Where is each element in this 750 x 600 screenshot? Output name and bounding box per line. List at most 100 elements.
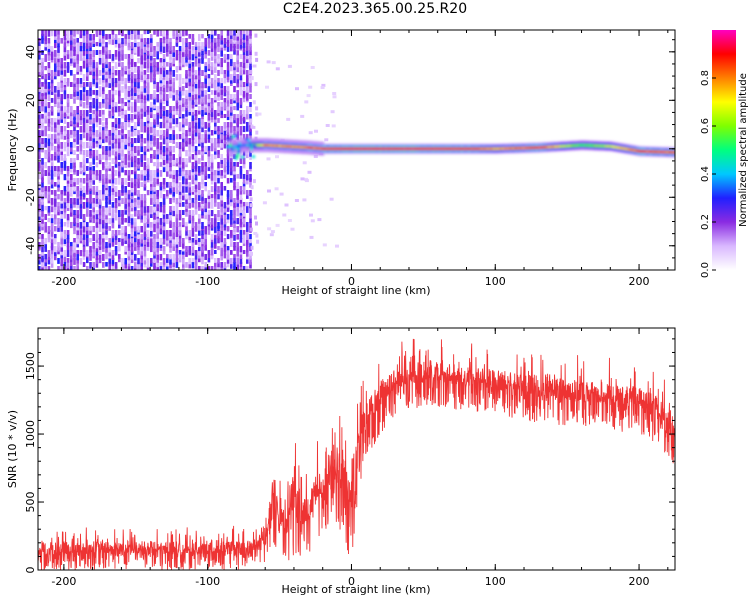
noise-cell bbox=[194, 238, 198, 245]
noise-cell bbox=[153, 222, 156, 226]
noise-cell bbox=[223, 78, 227, 84]
noise-cell bbox=[226, 262, 230, 268]
noise-cell bbox=[150, 126, 153, 133]
noise-cell bbox=[95, 210, 99, 215]
noise-cell bbox=[70, 178, 73, 184]
noise-cell bbox=[153, 262, 156, 269]
noise-cell bbox=[172, 146, 175, 153]
noise-cell bbox=[121, 114, 124, 119]
noise-cell bbox=[130, 86, 134, 93]
noise-cell bbox=[44, 130, 47, 137]
noise-cell bbox=[185, 38, 188, 44]
noise-cell bbox=[251, 125, 256, 129]
noise-cell bbox=[329, 197, 334, 201]
noise-cell bbox=[140, 206, 143, 212]
noise-cell bbox=[111, 174, 115, 180]
noise-cell bbox=[83, 270, 86, 277]
ridge-core bbox=[313, 146, 316, 150]
noise-cell bbox=[194, 58, 198, 65]
noise-cell bbox=[111, 206, 115, 211]
noise-cell bbox=[111, 150, 115, 156]
noise-cell bbox=[98, 226, 102, 232]
noise-cell bbox=[118, 198, 121, 204]
noise-cell bbox=[201, 198, 204, 204]
noise-cell bbox=[150, 230, 153, 237]
ridge-core bbox=[455, 147, 458, 151]
noise-cell bbox=[230, 46, 233, 52]
ridge-core bbox=[457, 147, 460, 151]
noise-cell bbox=[105, 222, 108, 229]
noise-cell bbox=[249, 258, 252, 265]
noise-cell bbox=[134, 242, 137, 248]
noise-cell bbox=[185, 210, 188, 217]
noise-cell bbox=[44, 150, 47, 155]
noise-cell bbox=[249, 270, 252, 275]
noise-cell bbox=[230, 210, 233, 216]
ridge-core bbox=[266, 143, 269, 147]
noise-cell bbox=[146, 146, 150, 152]
noise-cell bbox=[63, 86, 67, 91]
noise-cell bbox=[233, 186, 236, 191]
ridge-core bbox=[581, 143, 584, 147]
noise-cell bbox=[140, 90, 143, 95]
noise-cell bbox=[150, 94, 153, 100]
noise-cell bbox=[178, 250, 182, 255]
noise-cell bbox=[124, 134, 127, 139]
noise-cell bbox=[194, 94, 198, 100]
ridge-core bbox=[310, 146, 313, 150]
noise-cell bbox=[76, 42, 79, 47]
noise-cell bbox=[156, 198, 159, 205]
noise-cell bbox=[169, 150, 172, 156]
noise-cell bbox=[114, 162, 118, 168]
noise-cell bbox=[127, 86, 131, 91]
noise-cell bbox=[134, 190, 137, 196]
noise-cell bbox=[66, 82, 70, 87]
noise-cell bbox=[105, 162, 108, 169]
noise-cell bbox=[63, 234, 67, 240]
noise-cell bbox=[166, 182, 169, 188]
ridge-blob bbox=[231, 148, 235, 152]
noise-cell bbox=[82, 166, 86, 173]
noise-cell bbox=[79, 134, 83, 140]
noise-cell bbox=[70, 134, 73, 139]
noise-cell bbox=[162, 30, 166, 37]
noise-cell bbox=[226, 90, 230, 95]
noise-cell bbox=[233, 214, 236, 221]
noise-cell bbox=[105, 166, 108, 172]
noise-cell bbox=[185, 150, 188, 157]
noise-cell bbox=[95, 194, 99, 199]
noise-cell bbox=[172, 246, 175, 251]
noise-cell bbox=[121, 50, 124, 55]
noise-cell bbox=[143, 94, 147, 100]
noise-cell bbox=[134, 262, 137, 269]
noise-cell bbox=[63, 250, 67, 257]
noise-cell bbox=[73, 226, 76, 231]
noise-cell bbox=[102, 226, 105, 233]
noise-cell bbox=[188, 198, 191, 203]
noise-cell bbox=[188, 150, 191, 157]
noise-cell bbox=[44, 238, 47, 245]
noise-cell bbox=[246, 238, 249, 245]
noise-cell bbox=[191, 46, 195, 51]
noise-cell bbox=[146, 162, 150, 169]
noise-cell bbox=[92, 138, 95, 143]
noise-cell bbox=[70, 142, 73, 148]
noise-cell bbox=[175, 158, 179, 164]
noise-cell bbox=[38, 190, 41, 196]
noise-cell bbox=[118, 90, 121, 97]
ridge-core bbox=[397, 147, 400, 151]
noise-cell bbox=[102, 110, 105, 115]
noise-cell bbox=[185, 106, 188, 111]
noise-cell bbox=[111, 114, 115, 119]
noise-cell bbox=[172, 58, 175, 64]
noise-cell bbox=[226, 226, 230, 232]
noise-cell bbox=[150, 154, 153, 159]
noise-cell bbox=[115, 270, 118, 274]
ridge-core bbox=[373, 147, 376, 151]
noise-cell bbox=[150, 158, 153, 163]
noise-cell bbox=[89, 250, 92, 257]
noise-cell bbox=[41, 162, 44, 169]
noise-cell bbox=[214, 250, 217, 254]
noise-cell bbox=[105, 42, 108, 48]
noise-cell bbox=[169, 50, 172, 54]
